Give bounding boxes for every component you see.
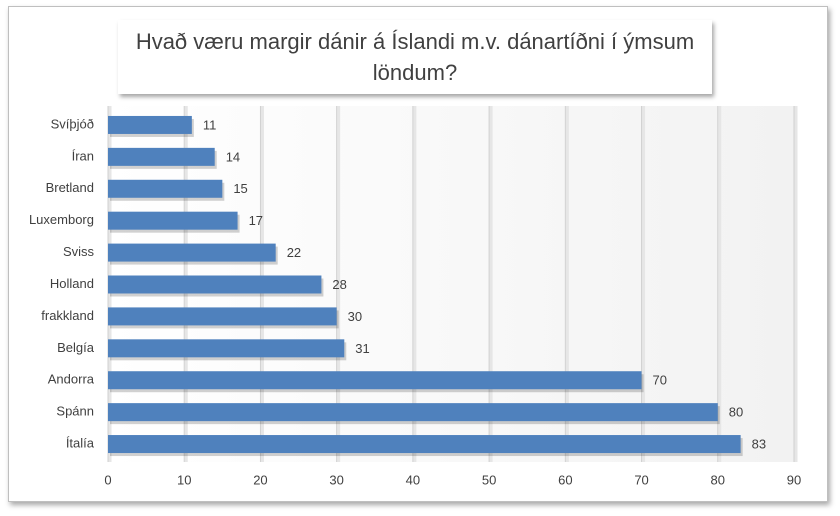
bar [108,307,337,326]
data-label: 80 [729,405,743,420]
x-tick-label: 50 [482,472,496,487]
bar [108,435,741,454]
bar [108,339,345,358]
y-tick-label: Íran [72,148,94,163]
chart-title: Hvað væru margir dánir á Íslandi m.v. dá… [118,20,712,94]
x-tick-label: 0 [104,472,111,487]
x-tick-label: 60 [558,472,572,487]
data-label: 14 [226,149,240,164]
bar [108,243,276,262]
y-tick-label: Ítalía [66,435,95,450]
data-label: 31 [355,341,369,356]
y-tick-label: frakkland [41,308,94,323]
bar [108,211,238,230]
x-tick-label: 70 [634,472,648,487]
x-tick-label: 40 [406,472,420,487]
x-tick-label: 20 [253,472,267,487]
y-tick-label: Bretland [46,180,94,195]
y-tick-label: Andorra [48,372,95,387]
y-tick-label: Belgía [57,340,95,355]
bar [108,147,215,166]
data-label: 70 [653,373,667,388]
bar [108,115,192,134]
data-label: 83 [752,436,766,451]
x-tick-label: 80 [711,472,725,487]
bar [108,179,223,198]
y-tick-label: Spánn [56,404,94,419]
data-label: 28 [332,277,346,292]
bar [108,403,718,422]
y-tick-label: Svíþjóð [51,116,94,131]
y-tick-label: Holland [50,276,94,291]
bar [108,371,642,390]
x-tick-label: 30 [329,472,343,487]
data-label: 22 [287,245,301,260]
data-label: 15 [233,181,247,196]
data-label: 30 [348,309,362,324]
data-label: 11 [203,117,217,132]
bar [108,275,322,294]
x-tick-label: 10 [177,472,191,487]
data-label: 17 [249,213,263,228]
x-tick-label: 90 [787,472,801,487]
y-tick-label: Sviss [63,244,95,259]
y-tick-label: Luxemborg [29,212,94,227]
